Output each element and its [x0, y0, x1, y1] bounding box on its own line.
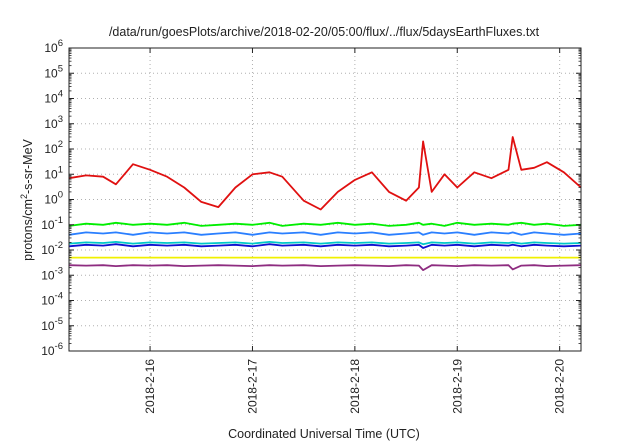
y-tick-label: 103	[44, 114, 63, 131]
y-tick-label: 10-3	[41, 265, 63, 282]
y-tick-label: 101	[44, 164, 63, 181]
y-axis-label: protons/cm2-s-sr-MeV	[19, 138, 35, 260]
grid	[69, 48, 581, 351]
y-tick-label: 100	[44, 190, 63, 207]
x-axis: 2018-2-16 2018-2-17 2018-2-18 2018-2-19 2018…	[143, 48, 567, 414]
series-line-5	[68, 243, 582, 249]
y-tick-label: 105	[44, 63, 63, 80]
x-tick-label: 2018-2-17	[245, 359, 259, 414]
y-tick-label: 104	[44, 89, 63, 106]
x-tick-label: 2018-2-20	[553, 359, 567, 414]
y-tick-label: 10-5	[41, 316, 63, 333]
series-line-4	[68, 240, 582, 246]
x-axis-label: Coordinated Universal Time (UTC)	[228, 427, 420, 441]
y-tick-label: 106	[44, 38, 63, 55]
series-line-3	[68, 231, 582, 236]
chart-title: /data/run/goesPlots/archive/2018-02-20/0…	[109, 25, 540, 39]
y-tick-label: 10-6	[41, 341, 63, 358]
x-tick-label: 2018-2-18	[348, 359, 362, 414]
y-tick-label: 10-4	[41, 291, 63, 308]
y-tick-label: 10-2	[41, 240, 63, 257]
x-tick-label: 2018-2-19	[450, 359, 464, 414]
series-line-2	[68, 221, 582, 227]
y-tick-label: 10-1	[41, 215, 63, 232]
y-axis: 10-6 10-5 10-4 10-3 10-2 10-1 100 101 102 103 104 1…	[41, 38, 581, 358]
plot-series	[68, 136, 582, 272]
y-tick-label: 102	[44, 139, 63, 156]
series-line-1	[68, 136, 582, 211]
x-tick-label: 2018-2-16	[143, 359, 157, 414]
series-line-7	[68, 264, 582, 272]
